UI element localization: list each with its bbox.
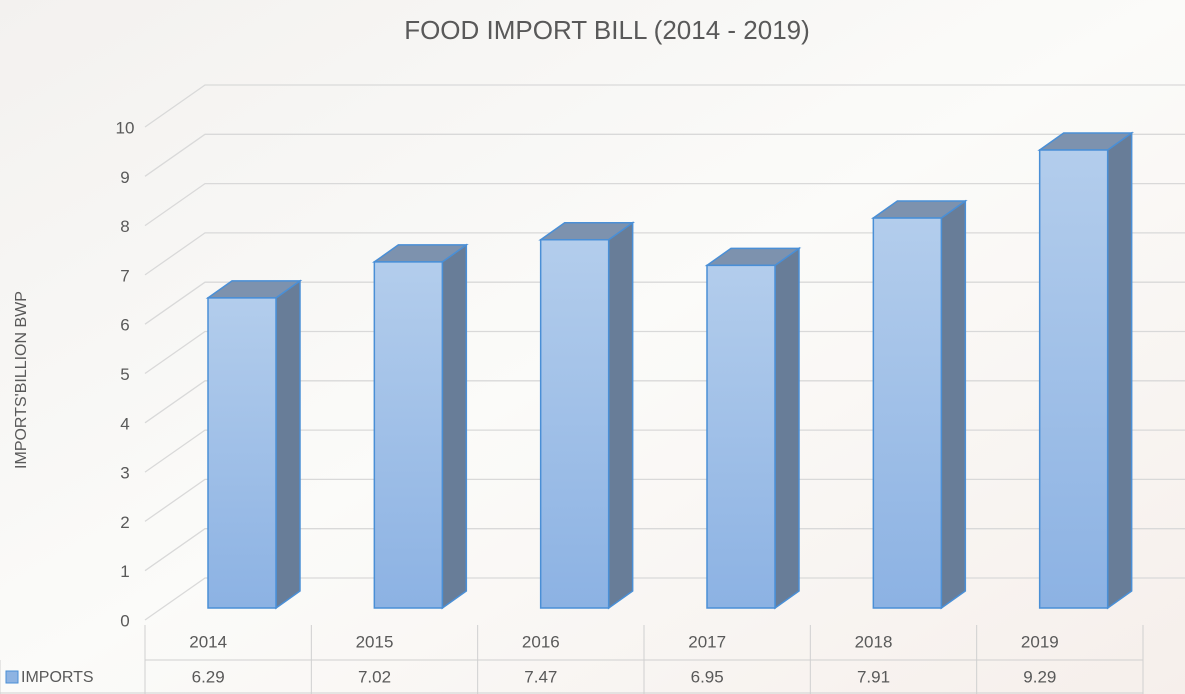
y-axis-label: IMPORTS'BILLION BWP <box>13 291 30 469</box>
bar-side <box>442 245 466 608</box>
bar-side <box>609 223 633 608</box>
bar <box>873 218 941 608</box>
table-value: 7.02 <box>358 667 391 686</box>
x-tick-label: 2016 <box>522 632 560 651</box>
y-tick-label: 1 <box>120 562 129 581</box>
y-tick-label: 5 <box>120 365 129 384</box>
table-value: 9.29 <box>1023 667 1056 686</box>
bar <box>707 265 775 608</box>
table-value: 7.47 <box>524 667 557 686</box>
y-tick-label: 7 <box>120 266 129 285</box>
y-tick-label: 3 <box>120 464 129 483</box>
y-tick-label: 4 <box>120 414 129 433</box>
bar-side <box>775 248 799 608</box>
table-value: 6.29 <box>192 667 225 686</box>
y-tick-label: 2 <box>120 513 129 532</box>
y-tick-label: 9 <box>120 168 129 187</box>
y-tick-label: 10 <box>116 118 135 137</box>
legend-label: IMPORTS <box>21 669 94 686</box>
x-tick-label: 2019 <box>1021 632 1059 651</box>
bar <box>541 240 609 608</box>
x-tick-label: 2014 <box>189 632 227 651</box>
bar-side <box>1108 133 1132 608</box>
x-tick-label: 2017 <box>688 632 726 651</box>
table-value: 7.91 <box>857 667 890 686</box>
chart-title: FOOD IMPORT BILL (2014 - 2019) <box>404 15 810 45</box>
bar-side <box>941 201 965 608</box>
chart: FOOD IMPORT BILL (2014 - 2019) IMPORTS'B… <box>0 0 1185 694</box>
bar <box>208 298 276 608</box>
legend-swatch <box>6 671 18 683</box>
bar-side <box>276 281 300 608</box>
y-tick-label: 8 <box>120 217 129 236</box>
bar <box>1040 150 1108 608</box>
bar <box>374 262 442 608</box>
x-tick-label: 2018 <box>855 632 893 651</box>
table-value: 6.95 <box>691 667 724 686</box>
y-tick-label: 0 <box>120 611 129 630</box>
x-tick-label: 2015 <box>356 632 394 651</box>
y-tick-label: 6 <box>120 316 129 335</box>
